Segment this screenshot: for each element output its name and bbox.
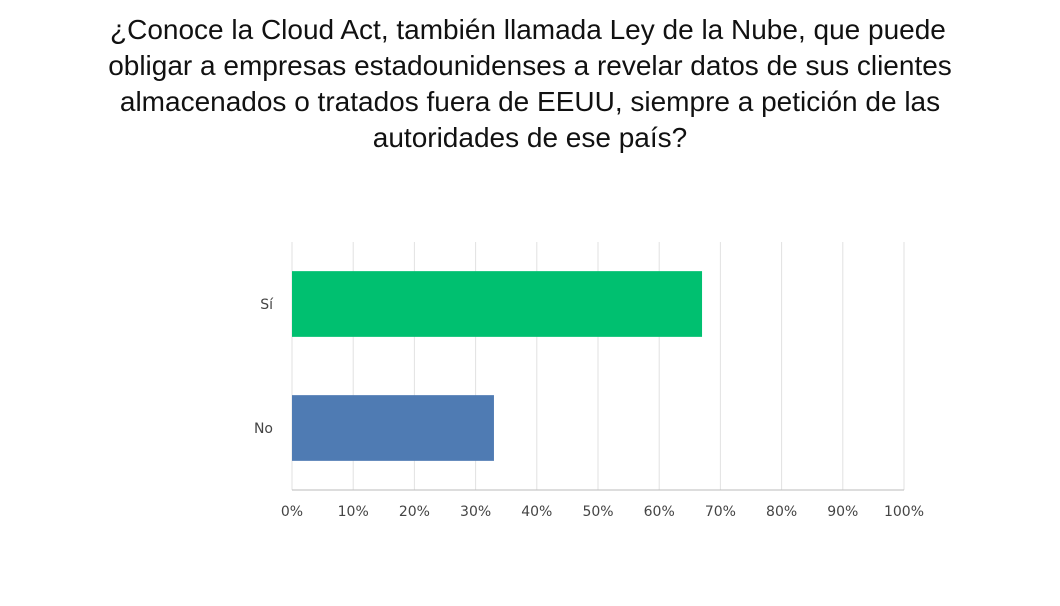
bar-no — [292, 395, 494, 461]
x-tick-label: 40% — [521, 504, 552, 520]
x-tick-label: 100% — [884, 504, 924, 520]
x-tick-label: 0% — [281, 504, 303, 520]
title-line-2: obligar a empresas estadounidenses a rev… — [108, 50, 952, 81]
x-tick-label: 10% — [338, 504, 369, 520]
x-tick-label: 80% — [766, 504, 797, 520]
x-tick-label: 50% — [582, 504, 613, 520]
x-tick-label: 30% — [460, 504, 491, 520]
x-tick-label: 70% — [705, 504, 736, 520]
x-tick-label: 60% — [644, 504, 675, 520]
title-line-3: almacenados o tratados fuera de EEUU, si… — [119, 86, 941, 117]
title-line-4: autoridades de ese país? — [372, 122, 688, 153]
bar-si — [292, 271, 703, 337]
chart-title: ¿Conoce la Cloud Act, también llamada Le… — [0, 12, 1060, 156]
category-label: Sí — [260, 297, 274, 313]
x-tick-label: 90% — [827, 504, 858, 520]
title-line-1: ¿Conoce la Cloud Act, también llamada Le… — [110, 14, 946, 45]
category-label: No — [254, 421, 273, 437]
x-tick-label: 20% — [399, 504, 430, 520]
